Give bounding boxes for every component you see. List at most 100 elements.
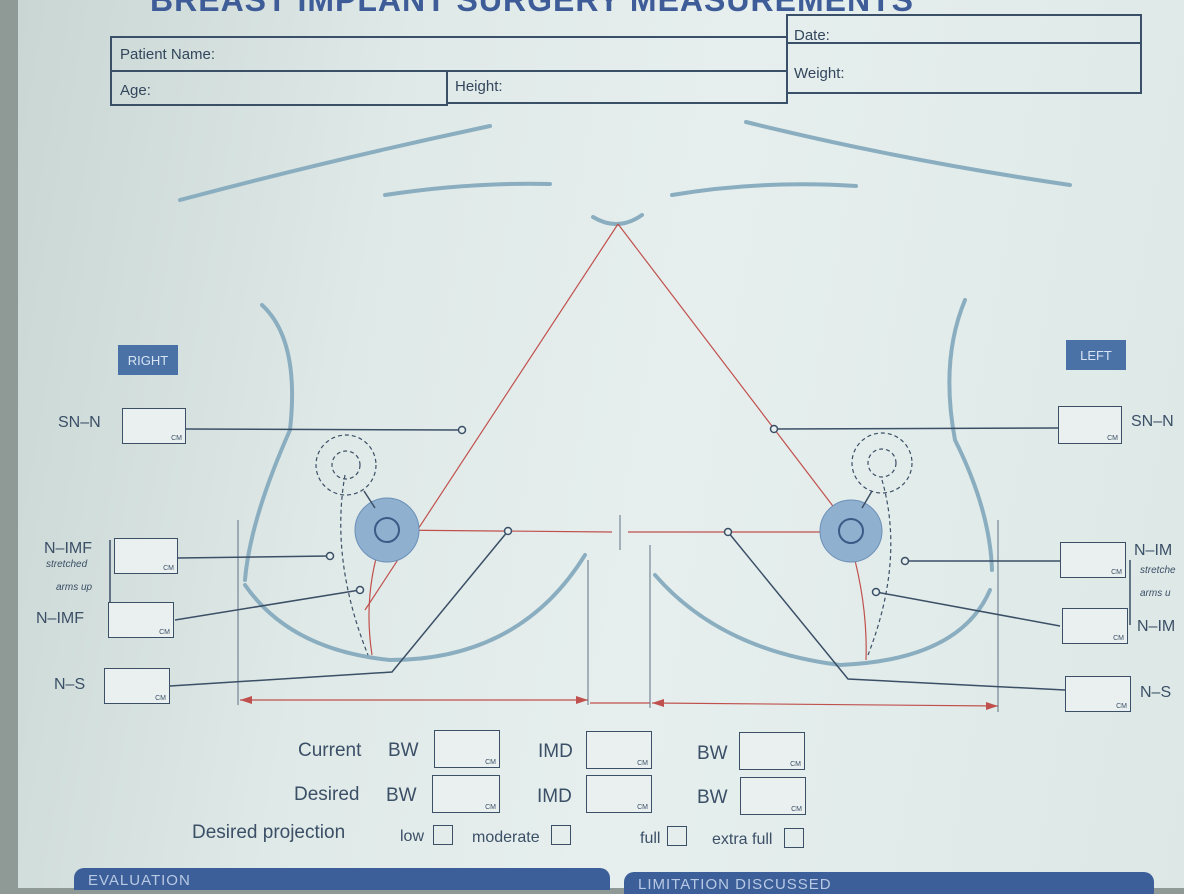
projection-full-label: full — [640, 830, 661, 847]
unit-cm: CM — [1116, 703, 1127, 710]
arrow-head — [240, 696, 252, 704]
right-shoulder-line — [178, 124, 492, 202]
imd-label: IMD — [538, 741, 573, 762]
unit-cm: CM — [485, 804, 496, 811]
unit-cm: CM — [159, 629, 170, 636]
measure-point — [457, 425, 467, 435]
right-target-outer — [315, 434, 377, 496]
height-field[interactable] — [446, 70, 788, 104]
date-label: Date: — [794, 27, 830, 44]
left-nipple — [838, 518, 864, 544]
right-n-imf-box[interactable]: CM — [108, 602, 174, 638]
right-sn-n-label: SN–N — [58, 414, 101, 431]
projection-low-checkbox[interactable] — [433, 825, 453, 845]
right-stretched-note: stretched — [46, 559, 88, 570]
patient-name-label: Patient Name: — [120, 46, 216, 63]
form-title: BREAST IMPLANT SURGERY MEASUREMENTS — [150, 0, 914, 18]
measure-point — [325, 551, 335, 561]
desired-projection-label: Desired projection — [192, 822, 346, 843]
left-side-tag: LEFT — [1066, 340, 1126, 370]
projection-moderate-checkbox[interactable] — [551, 825, 571, 845]
arrow-head — [986, 702, 998, 710]
sternal-notch — [591, 213, 644, 226]
left-sn-n-label: SN–N — [1131, 413, 1174, 430]
left-stretched-note: stretche — [1140, 565, 1176, 576]
weight-field[interactable] — [786, 42, 1142, 94]
left-bw-line — [651, 702, 999, 707]
left-sn-n-box[interactable]: CM — [1058, 406, 1122, 444]
right-n-s-label: N–S — [54, 676, 86, 693]
measure-point — [355, 585, 365, 595]
bw-label: BW — [697, 787, 728, 808]
unit-cm: CM — [790, 761, 801, 768]
left-target-outer — [851, 432, 913, 494]
left-sn-n-line — [617, 223, 856, 536]
left-n-s-label: N–S — [1140, 684, 1172, 701]
right-lift-arrow — [363, 490, 376, 509]
unit-cm: CM — [637, 804, 648, 811]
left-clavicle-line — [670, 182, 858, 197]
arrow-head — [652, 699, 664, 707]
left-shoulder-line — [744, 120, 1072, 187]
evaluation-heading: EVALUATION — [88, 872, 191, 889]
measure-point — [503, 526, 513, 536]
right-target-inner — [331, 450, 361, 480]
left-n-imf-stretched-box[interactable]: CM — [1060, 542, 1126, 578]
left-n-imf-stretched-label: N–IM — [1134, 542, 1173, 559]
right-side-tag: RIGHT — [118, 345, 178, 375]
projection-extra-full-label: extra full — [712, 831, 773, 848]
desired-label: Desired — [294, 784, 360, 805]
projection-full-checkbox[interactable] — [667, 826, 687, 846]
current-label: Current — [298, 740, 362, 761]
current-right-bw-box[interactable]: CM — [434, 730, 500, 768]
right-n-imf-stretched-label: N–IMF — [44, 540, 92, 557]
bw-label: BW — [386, 785, 417, 806]
projection-low-label: low — [400, 828, 425, 845]
right-n-s-leader — [169, 530, 509, 687]
age-label: Age: — [120, 82, 151, 99]
left-n-imf-box[interactable]: CM — [1062, 608, 1128, 644]
left-n-s-box[interactable]: CM — [1065, 676, 1131, 712]
desired-imd-box[interactable]: CM — [586, 775, 652, 813]
right-n-imf-stretched-leader — [177, 555, 331, 559]
left-breast-outline — [653, 573, 992, 668]
right-n-imf-label: N–IMF — [36, 610, 84, 627]
unit-cm: CM — [637, 760, 648, 767]
right-n-s-box[interactable]: CM — [104, 668, 170, 704]
unit-cm: CM — [1111, 569, 1122, 576]
limitation-heading: LIMITATION DISCUSSED — [638, 876, 832, 893]
unit-cm: CM — [171, 435, 182, 442]
right-sn-n-box[interactable]: CM — [122, 408, 186, 444]
unit-cm: CM — [155, 695, 166, 702]
right-n-imf-stretched-box[interactable]: CM — [114, 538, 178, 574]
right-areola — [354, 497, 420, 563]
measure-point — [769, 424, 779, 434]
unit-cm: CM — [485, 759, 496, 766]
left-torso-outline — [947, 298, 994, 572]
current-left-bw-box[interactable]: CM — [739, 732, 805, 770]
unit-cm: CM — [1107, 435, 1118, 442]
left-n-imf-leader — [875, 591, 1061, 627]
left-n-s-leader — [727, 531, 1066, 691]
unit-cm: CM — [163, 565, 174, 572]
current-imd-box[interactable]: CM — [586, 731, 652, 769]
measure-point — [900, 556, 910, 566]
right-nipple — [374, 517, 400, 543]
measure-point — [871, 587, 881, 597]
right-arms-up-note: arms up — [56, 582, 93, 593]
desired-left-bw-box[interactable]: CM — [740, 777, 806, 815]
left-n-imf-label: N–IM — [1137, 618, 1176, 635]
left-dashed-guide — [867, 479, 892, 656]
desired-right-bw-box[interactable]: CM — [432, 775, 500, 813]
right-imd-line — [384, 529, 613, 533]
right-dashed-guide — [340, 474, 369, 656]
projection-moderate-label: moderate — [472, 829, 540, 846]
unit-cm: CM — [791, 806, 802, 813]
projection-extra-full-checkbox[interactable] — [784, 828, 804, 848]
unit-cm: CM — [1113, 635, 1124, 642]
left-areola — [819, 499, 883, 563]
right-torso-outline — [243, 303, 294, 582]
limitation-section-bar: LIMITATION DISCUSSED — [624, 872, 1154, 894]
right-clavicle-line — [383, 181, 552, 197]
